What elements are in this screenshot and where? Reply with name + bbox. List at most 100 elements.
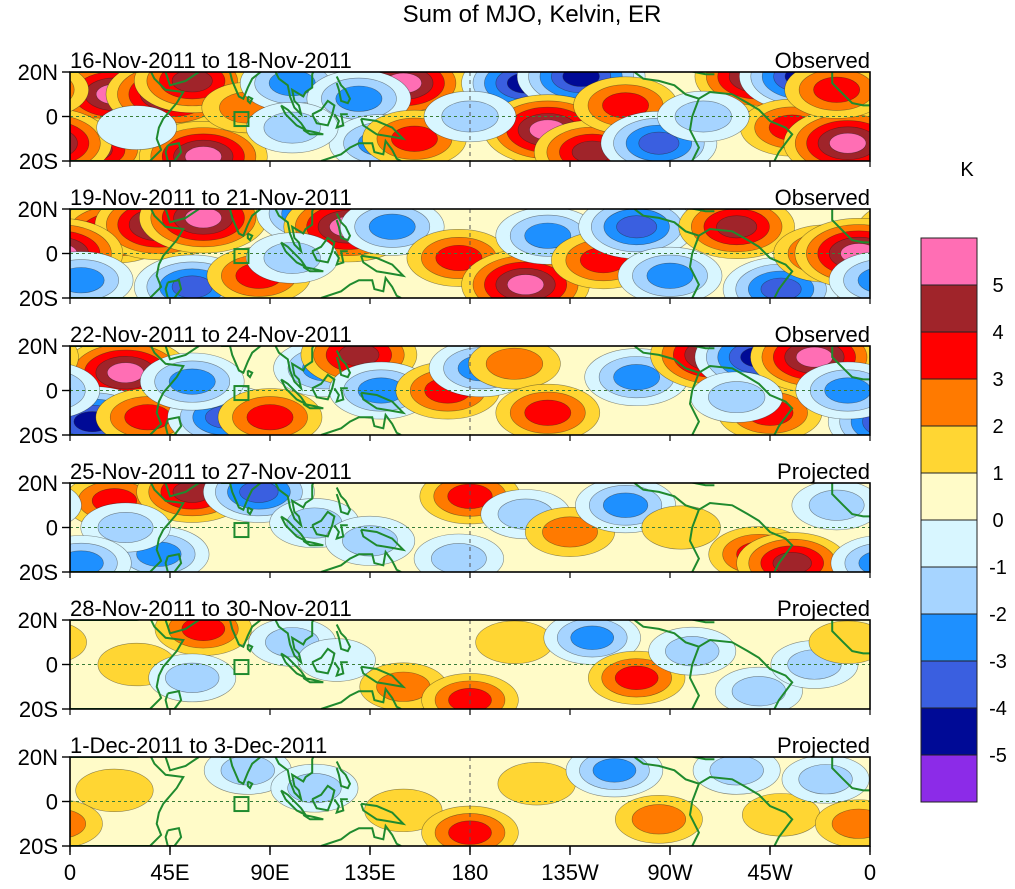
contour-level [0, 667, 2, 715]
coastline [831, 72, 870, 107]
coastline [311, 784, 336, 812]
x-tick-label: 45E [150, 860, 189, 885]
contour-level [962, 195, 1015, 240]
colorbar-swatch [920, 331, 978, 380]
coastline [70, 209, 185, 298]
contour-level [862, 410, 870, 433]
coastline [302, 402, 324, 410]
contour-level [896, 84, 933, 104]
contour-level [939, 121, 1015, 191]
contour-level [70, 79, 75, 100]
contour-level [929, 72, 1011, 117]
coastline [333, 661, 348, 678]
y-tick-label: 20S [19, 149, 58, 174]
coastline [320, 686, 402, 709]
anomaly-blob [70, 72, 870, 119]
coastline [688, 227, 794, 298]
coastline [302, 539, 324, 547]
contour-level [857, 268, 870, 292]
contour-level [431, 543, 487, 572]
anomaly-blob [413, 533, 504, 572]
contour-level [2, 241, 48, 266]
coastline [274, 346, 315, 392]
contour-level [184, 209, 222, 229]
colorbar-swatch [920, 754, 978, 803]
anomaly-blob [495, 383, 601, 435]
colorbar-level-label: -1 [989, 557, 1007, 579]
colorbar-level-label: 0 [992, 510, 1003, 532]
coastline [320, 275, 402, 298]
contour-level [829, 132, 867, 154]
contour-level [70, 624, 87, 661]
coastline [633, 209, 700, 237]
anomaly-blob [148, 653, 237, 703]
coastline [688, 364, 794, 435]
anomaly-blob [70, 799, 870, 846]
coastline [302, 676, 324, 684]
coastline [335, 487, 352, 516]
contour-level [0, 99, 44, 156]
coastline [164, 620, 200, 635]
coastline [302, 813, 324, 821]
contour-level [70, 550, 104, 572]
coastline [70, 346, 185, 435]
contour-level [843, 260, 870, 298]
anomaly-blob [565, 757, 664, 798]
coastline [164, 827, 183, 846]
y-tick-label: 20S [19, 560, 58, 585]
region-box-marker [233, 796, 250, 813]
coastline [164, 142, 183, 161]
coastline [689, 620, 715, 624]
contour-level [906, 59, 1015, 129]
coastline [360, 391, 407, 415]
coastline [333, 387, 348, 404]
anomaly-blob [154, 620, 253, 656]
x-tick-label: 135E [344, 860, 395, 885]
contour-level [391, 125, 438, 152]
y-tick-label: 20S [19, 834, 58, 859]
contour-level [798, 764, 853, 795]
coastline [70, 757, 185, 846]
colorbar-level-label: 2 [992, 416, 1003, 438]
coastline [274, 757, 315, 803]
coastline [164, 209, 200, 224]
coastline [70, 483, 185, 572]
coastline [633, 346, 700, 374]
anomaly-blob [468, 346, 561, 390]
coastline [335, 624, 352, 653]
contour-level [808, 620, 870, 664]
contour-level [638, 131, 680, 155]
panel-period-label: 28-Nov-2011 to 30-Nov-2011 [70, 596, 352, 621]
coastline [688, 775, 794, 846]
contour-level [940, 78, 999, 111]
contour-level [873, 72, 955, 117]
coastline [302, 265, 324, 273]
colorbar-swatch [920, 519, 978, 568]
colorbar-level-label: 4 [992, 322, 1003, 344]
colorbar-swatch [920, 378, 978, 427]
coastline [689, 346, 715, 350]
colorbar-level-label: -5 [989, 745, 1007, 767]
colorbar-swatch [920, 237, 978, 286]
coastline [333, 113, 348, 130]
coastlines [70, 209, 870, 298]
coastline [333, 798, 348, 815]
contour-level [220, 757, 275, 786]
panel-status-label: Observed [775, 185, 870, 210]
contour-level [1005, 406, 1015, 428]
coastline [246, 95, 254, 105]
contour-level [885, 78, 944, 111]
contour-level [602, 492, 649, 518]
contour-level [70, 488, 82, 523]
contour-level [941, 215, 978, 235]
x-tick-label: 0 [64, 860, 76, 885]
coastline [831, 757, 870, 792]
coastlines [70, 757, 870, 846]
coastline [688, 501, 794, 572]
contour-level [70, 810, 87, 838]
map-panel: 20N 0 20S 28-Nov-2011 to 30-Nov-2011 Project… [0, 596, 871, 722]
y-tick-label: 20N [18, 334, 58, 359]
panel-period-label: 19-Nov-2011 to 21-Nov-2011 [70, 185, 352, 210]
x-tick-label: 0 [864, 860, 876, 885]
contour-level [570, 625, 615, 650]
